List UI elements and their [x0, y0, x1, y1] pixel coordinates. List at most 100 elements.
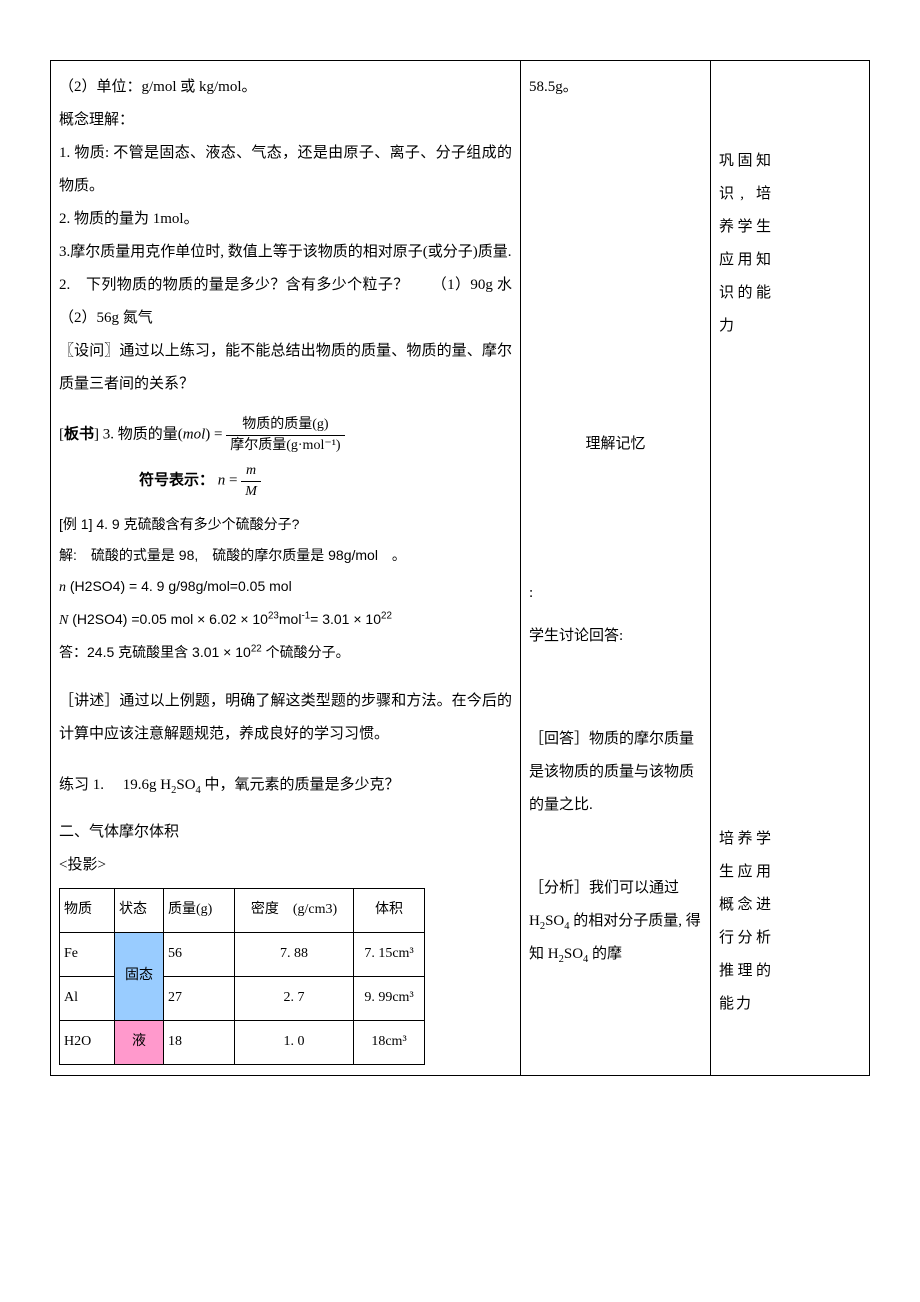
main-column: （2）单位：g/mol 或 kg/mol。 概念理解： 1. 物质: 不管是固态… [51, 61, 521, 1075]
concept-item-3: 3.摩尔质量用克作单位时, 数值上等于该物质的相对原子(或分子)质量. [59, 236, 512, 269]
spacer [529, 104, 702, 284]
ex1-l3-b: (H2SO4) =0.05 mol × 6.02 × 10 [68, 611, 268, 627]
formula-label-bold: 板书 [64, 427, 94, 443]
formula-eq: ) = [205, 427, 226, 443]
ex1-ans-c: 个硫酸分子。 [262, 644, 350, 660]
density-table: 物质 状态 质量(g) 密度 (g/cm3) 体积 Fe 固态 56 7. 88… [59, 888, 425, 1064]
symbol-fraction: m M [241, 461, 261, 501]
spacer [719, 343, 773, 783]
practice-1-body: 中，氧元素的质量是多少克？ [205, 777, 400, 793]
td-mass: 18 [164, 1020, 235, 1064]
ex1-sup-22: 22 [381, 610, 392, 621]
mid-analysis-note: ［分析］我们可以通过 H2SO4 的相对分子质量, 得知 H2SO4 的摩 [529, 872, 702, 971]
symbol-den-M: M [241, 482, 261, 502]
board-formula-block: [板书] 3. 物质的量(mol) = 物质的质量(g) 摩尔质量(g·mol⁻… [59, 415, 512, 501]
example-1-line-3: N (H2SO4) =0.05 mol × 6.02 × 1023mol-1= … [59, 604, 512, 637]
mid-top-fragment: 58.5g。 [529, 71, 702, 104]
td-mass: 56 [164, 933, 235, 977]
spacer [529, 461, 702, 541]
ex1-N-italic: N [59, 613, 68, 628]
right-note-2: 培养学生应用概念进行分析推理的能力 [719, 823, 773, 1021]
mid-analysis-a: ［分析］我们可以通过 [529, 880, 679, 896]
td-volume: 9. 99cm³ [354, 977, 425, 1021]
th-state: 状态 [115, 889, 164, 933]
spacer [719, 115, 773, 145]
spacer [59, 751, 512, 769]
prac1-mass-text: 19.6g H [123, 777, 171, 793]
concept-item-1: 1. 物质: 不管是固态、液态、气态，还是由原子、离子、分子组成的物质。 [59, 137, 512, 203]
page: （2）单位：g/mol 或 kg/mol。 概念理解： 1. 物质: 不管是固态… [0, 0, 920, 1116]
td-substance: Al [60, 977, 115, 1021]
td-volume: 18cm³ [354, 1020, 425, 1064]
td-density: 1. 0 [235, 1020, 354, 1064]
example-1-answer: 答：24.5 克硫酸里含 3.01 × 1022 个硫酸分子。 [59, 637, 512, 668]
mid-colon: : [529, 577, 702, 610]
formula-label-post: ] 3. 物质的量( [94, 427, 183, 443]
example-1-title: [例 1] 4. 9 克硫酸含有多少个硫酸分子? [59, 509, 512, 540]
ex1-ans-a: 答：24.5 克硫酸里含 3.01 × 10 [59, 644, 251, 660]
exercise-2: 2. 下列物质的物质的量是多少？含有多少个粒子？ （1）90g 水 （2）56g… [59, 269, 512, 335]
table-header-row: 物质 状态 质量(g) 密度 (g/cm3) 体积 [60, 889, 425, 933]
formula-line-1: [板书] 3. 物质的量(mol) = 物质的质量(g) 摩尔质量(g·mol⁻… [59, 415, 512, 455]
three-column-layout: （2）单位：g/mol 或 kg/mol。 概念理解： 1. 物质: 不管是固态… [50, 60, 870, 1076]
ex1-n-italic: n [59, 580, 66, 595]
td-density: 2. 7 [235, 977, 354, 1021]
spacer [59, 802, 512, 816]
th-volume: 体积 [354, 889, 425, 933]
th-substance: 物质 [60, 889, 115, 933]
symbol-num-m: m [241, 461, 261, 482]
right-note-1: 巩固知识, 培养学生应用知识的能力 [719, 145, 773, 343]
table-row: H2O 液 18 1. 0 18cm³ [60, 1020, 425, 1064]
ex1-l2-body: (H2SO4) = 4. 9 g/98g/mol=0.05 mol [66, 578, 292, 594]
example-1-line-2: n (H2SO4) = 4. 9 g/98g/mol=0.05 mol [59, 571, 512, 604]
spacer [59, 667, 512, 685]
formula-mol-italic: mol [183, 427, 206, 443]
concept-heading: 概念理解： [59, 104, 512, 137]
mid-sub-4b: 4 [583, 954, 588, 965]
spacer [529, 610, 702, 620]
lecture-note: ［讲述］通过以上例题，明确了解这类型题的步骤和方法。在今后的计算中应该注意解题规… [59, 685, 512, 751]
td-state-solid: 固态 [115, 933, 164, 1021]
mid-sub-4a: 4 [564, 921, 569, 932]
mid-analysis-c: 的摩 [592, 946, 622, 962]
prac1-sub-2: 2 [171, 785, 176, 796]
td-state-liquid: 液 [115, 1020, 164, 1064]
section-2-heading: 二、气体摩尔体积 [59, 816, 512, 849]
td-mass: 27 [164, 977, 235, 1021]
projection-label: <投影> [59, 849, 512, 882]
practice-1: 练习 1. 19.6g H2SO4 中，氧元素的质量是多少克？ [59, 769, 512, 802]
concept-item-2: 2. 物质的量为 1mol。 [59, 203, 512, 236]
table-row: Fe 固态 56 7. 88 7. 15cm³ [60, 933, 425, 977]
mid-formula-2: H2SO4 [548, 946, 589, 962]
formula-numerator: 物质的质量(g) [226, 415, 344, 436]
ex1-sup-neg1: -1 [301, 610, 310, 621]
spacer [529, 822, 702, 872]
spacer [529, 284, 702, 308]
unit-line: （2）单位：g/mol 或 kg/mol。 [59, 71, 512, 104]
mid-discuss-label: 学生讨论回答: [529, 620, 702, 653]
td-volume: 7. 15cm³ [354, 933, 425, 977]
example-1-line-1: 解: 硫酸的式量是 98, 硫酸的摩尔质量是 98g/mol 。 [59, 540, 512, 571]
mid-memorize-label: 理解记忆 [529, 428, 702, 461]
spacer [529, 541, 702, 577]
ex1-sup-23: 23 [268, 610, 279, 621]
symbol-label: 符号表示： [139, 473, 214, 489]
mid-answer-note: ［回答］物质的摩尔质量是该物质的质量与该物质的量之比. [529, 723, 702, 822]
formula-denominator: 摩尔质量(g·mol⁻¹) [226, 436, 344, 456]
prac1-sub-4: 4 [196, 785, 201, 796]
th-density: 密度 (g/cm3) [235, 889, 354, 933]
right-column: 巩固知识, 培养学生应用知识的能力 培养学生应用概念进行分析推理的能力 [711, 61, 781, 1075]
th-mass: 质量(g) [164, 889, 235, 933]
ex1-l3-mol: mol [279, 611, 302, 627]
middle-column: 58.5g。 理解记忆 : 学生讨论回答: ［回答］物质的摩尔质量是该物质的质量… [521, 61, 711, 1075]
ex1-ans-sup: 22 [251, 643, 262, 654]
mid-sub-2a: 2 [540, 921, 545, 932]
ex1-l3-f: = 3.01 × 10 [310, 611, 381, 627]
spacer [529, 308, 702, 428]
practice-1-mass: 19.6g H2SO4 [123, 777, 201, 793]
spacer [529, 653, 702, 723]
mid-sub-2b: 2 [559, 954, 564, 965]
table-row: Al 27 2. 7 9. 99cm³ [60, 977, 425, 1021]
formula-line-2: 符号表示： n = m M [139, 461, 512, 501]
symbol-eq: = [225, 473, 241, 489]
